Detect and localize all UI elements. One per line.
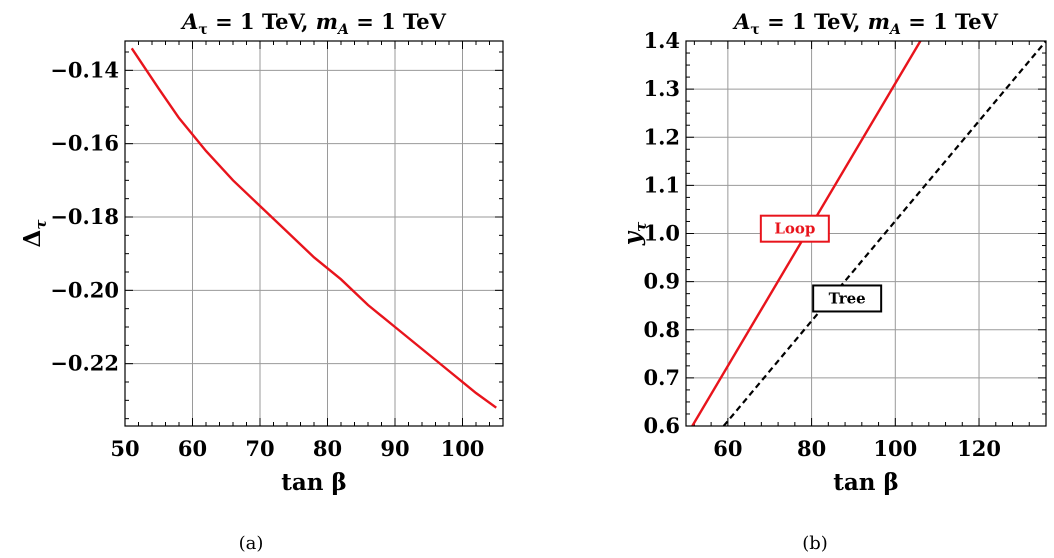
x-tick-label: 80 — [313, 436, 342, 461]
series-line-0 — [130, 47, 497, 409]
plot-frame — [124, 40, 504, 427]
y-tick-label: 1.4 — [643, 28, 680, 53]
subfigure-caption: (a) — [239, 533, 264, 554]
plot-frame — [685, 40, 1047, 427]
x-tick-label: 100 — [873, 436, 917, 461]
y-tick-label: −0.16 — [50, 131, 119, 156]
y-tick-label: 1.1 — [643, 172, 680, 197]
annotation-box — [812, 284, 883, 313]
subfigure-caption: (b) — [802, 533, 828, 554]
annotation-tree: Tree — [812, 284, 883, 313]
chart-a: 50 60 70 80 90 100 −0.14 −0.16 −0.18 −0.20 −0.22 Aτ… — [19, 9, 504, 554]
y-tick-label: 0.9 — [643, 269, 680, 294]
x-tick-label: 120 — [957, 436, 1001, 461]
y-tick-label: 1.2 — [643, 124, 680, 149]
x-tick-label: 50 — [110, 436, 139, 461]
x-tick-label: 90 — [380, 436, 409, 461]
y-tick-label: −0.18 — [50, 204, 119, 229]
annotation-label: Loop — [774, 220, 815, 238]
chart-title: Aτ = 1 TeV, mA = 1 TeV — [732, 9, 999, 38]
annotation-label: Tree — [829, 289, 866, 307]
y-tick-label: 0.6 — [643, 413, 680, 438]
y-tick-label: 1.0 — [643, 221, 680, 246]
x-tick-label: 60 — [713, 436, 742, 461]
x-tick-label: 70 — [245, 436, 274, 461]
series-line-tree — [722, 41, 1046, 426]
y-tick-label: −0.20 — [50, 277, 119, 302]
x-tick-label: 60 — [178, 436, 207, 461]
chart-title: Aτ = 1 TeV, mA = 1 TeV — [180, 9, 447, 38]
x-tick-label: 100 — [441, 436, 485, 461]
x-tick-label: 80 — [797, 436, 826, 461]
x-axis-label: tan β — [281, 469, 347, 496]
y-axis-label: yτ — [619, 221, 650, 246]
y-tick-label: −0.22 — [50, 351, 119, 376]
y-tick-label: 1.3 — [643, 76, 680, 101]
chart-b: 60 80 100 120 0.6 0.7 0.8 0.9 1.0 1.1 1.2 1.3 1.4 Aτ … — [619, 9, 1047, 554]
y-tick-label: 0.7 — [643, 365, 680, 390]
y-axis-label: Δτ — [19, 219, 50, 248]
y-tick-label: 0.8 — [643, 317, 680, 342]
annotation-box — [759, 214, 830, 243]
y-tick-label: −0.14 — [50, 57, 119, 82]
annotation-loop: Loop — [759, 214, 830, 243]
plot-area — [130, 47, 497, 409]
x-axis-label: tan β — [833, 469, 899, 496]
